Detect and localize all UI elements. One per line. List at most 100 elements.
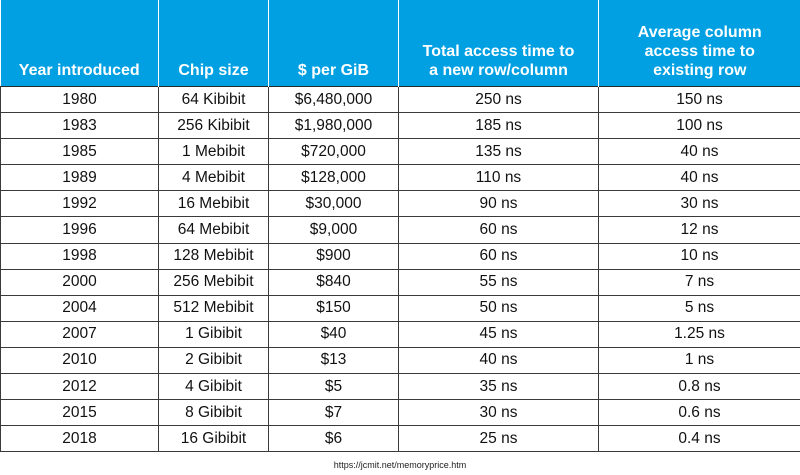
header-total-access-time: Total access time to a new row/column bbox=[398, 0, 599, 87]
header-line: Average column bbox=[637, 24, 762, 41]
table-row: 1992 16 Mebibit $30,000 90 ns 30 ns bbox=[0, 190, 800, 218]
cell-year: 1998 bbox=[0, 243, 159, 270]
cell-chip-size: 64 Kibibit bbox=[158, 85, 269, 114]
table-row: 1985 1 Mebibit $720,000 135 ns 40 ns bbox=[0, 138, 800, 166]
cell-chip-size: 2 Gibibit bbox=[158, 347, 269, 375]
header-price-per-gib: $ per GiB bbox=[268, 0, 399, 87]
cell-column-access-time: 5 ns bbox=[598, 295, 800, 322]
table-row: 2012 4 Gibibit $5 35 ns 0.8 ns bbox=[0, 373, 800, 401]
table-row: 1989 4 Mebibit $128,000 110 ns 40 ns bbox=[0, 164, 800, 192]
cell-total-access-time: 250 ns bbox=[398, 85, 599, 114]
source-url: https://jcmit.net/memoryprice.htm bbox=[333, 460, 467, 470]
header-line: $ per GiB bbox=[297, 62, 370, 79]
cell-total-access-time: 60 ns bbox=[398, 216, 599, 244]
cell-total-access-time: 110 ns bbox=[398, 164, 599, 192]
table-row: 1996 64 Mebibit $9,000 60 ns 12 ns bbox=[0, 216, 800, 244]
cell-year: 2018 bbox=[0, 425, 159, 453]
dram-table-container: Year introduced Chip size $ per GiB Tota… bbox=[0, 0, 800, 453]
cell-price: $30,000 bbox=[268, 190, 399, 218]
table-row: 2004 512 Mebibit $150 50 ns 5 ns bbox=[0, 295, 800, 322]
cell-column-access-time: 10 ns bbox=[598, 243, 800, 270]
cell-chip-size: 512 Mebibit bbox=[158, 295, 269, 322]
cell-price: $13 bbox=[268, 347, 399, 375]
cell-chip-size: 64 Mebibit bbox=[158, 216, 269, 244]
cell-price: $5 bbox=[268, 373, 399, 401]
cell-chip-size: 256 Mebibit bbox=[158, 269, 269, 296]
header-year-introduced: Year introduced bbox=[0, 0, 159, 87]
cell-year: 1985 bbox=[0, 138, 159, 166]
cell-column-access-time: 40 ns bbox=[598, 138, 800, 166]
cell-total-access-time: 135 ns bbox=[398, 138, 599, 166]
cell-chip-size: 16 Gibibit bbox=[158, 425, 269, 453]
cell-column-access-time: 0.8 ns bbox=[598, 373, 800, 401]
cell-total-access-time: 35 ns bbox=[398, 373, 599, 401]
cell-chip-size: 16 Mebibit bbox=[158, 190, 269, 218]
cell-year: 2012 bbox=[0, 373, 159, 401]
header-line: Total access time to bbox=[422, 43, 575, 60]
header-chip-size: Chip size bbox=[158, 0, 269, 87]
cell-year: 2007 bbox=[0, 321, 159, 348]
cell-year: 1980 bbox=[0, 85, 159, 114]
cell-price: $1,980,000 bbox=[268, 112, 399, 140]
header-line: access time to bbox=[644, 43, 755, 60]
cell-chip-size: 1 Mebibit bbox=[158, 138, 269, 166]
cell-chip-size: 128 Mebibit bbox=[158, 243, 269, 270]
table-row: 1998 128 Mebibit $900 60 ns 10 ns bbox=[0, 243, 800, 270]
cell-price: $900 bbox=[268, 243, 399, 270]
header-line: a new row/column bbox=[429, 62, 568, 79]
table-row: 1983 256 Kibibit $1,980,000 185 ns 100 ns bbox=[0, 112, 800, 140]
cell-column-access-time: 0.4 ns bbox=[598, 425, 800, 453]
cell-price: $840 bbox=[268, 269, 399, 296]
cell-column-access-time: 40 ns bbox=[598, 164, 800, 192]
cell-chip-size: 8 Gibibit bbox=[158, 399, 269, 427]
cell-chip-size: 4 Gibibit bbox=[158, 373, 269, 401]
cell-price: $40 bbox=[268, 321, 399, 348]
cell-total-access-time: 55 ns bbox=[398, 269, 599, 296]
header-row: Year introduced Chip size $ per GiB Tota… bbox=[0, 0, 800, 87]
cell-year: 1989 bbox=[0, 164, 159, 192]
cell-total-access-time: 30 ns bbox=[398, 399, 599, 427]
cell-column-access-time: 150 ns bbox=[598, 85, 800, 114]
table-row: 2007 1 Gibibit $40 45 ns 1.25 ns bbox=[0, 321, 800, 348]
cell-column-access-time: 0.6 ns bbox=[598, 399, 800, 427]
cell-year: 2015 bbox=[0, 399, 159, 427]
cell-chip-size: 256 Kibibit bbox=[158, 112, 269, 140]
cell-price: $7 bbox=[268, 399, 399, 427]
cell-total-access-time: 50 ns bbox=[398, 295, 599, 322]
cell-chip-size: 1 Gibibit bbox=[158, 321, 269, 348]
cell-year: 2010 bbox=[0, 347, 159, 375]
header-line: existing row bbox=[653, 62, 747, 79]
header-line: Year introduced bbox=[18, 62, 140, 79]
cell-price: $6 bbox=[268, 425, 399, 453]
cell-total-access-time: 60 ns bbox=[398, 243, 599, 270]
cell-price: $720,000 bbox=[268, 138, 399, 166]
table-row: 2015 8 Gibibit $7 30 ns 0.6 ns bbox=[0, 399, 800, 427]
cell-year: 1983 bbox=[0, 112, 159, 140]
table-header: Year introduced Chip size $ per GiB Tota… bbox=[0, 0, 800, 87]
cell-column-access-time: 1.25 ns bbox=[598, 321, 800, 348]
cell-column-access-time: 30 ns bbox=[598, 190, 800, 218]
cell-total-access-time: 185 ns bbox=[398, 112, 599, 140]
table-row: 2010 2 Gibibit $13 40 ns 1 ns bbox=[0, 347, 800, 375]
cell-column-access-time: 12 ns bbox=[598, 216, 800, 244]
cell-total-access-time: 40 ns bbox=[398, 347, 599, 375]
cell-total-access-time: 90 ns bbox=[398, 190, 599, 218]
cell-price: $150 bbox=[268, 295, 399, 322]
header-average-column-access-time: Average column access time to existing r… bbox=[598, 0, 800, 87]
cell-price: $6,480,000 bbox=[268, 85, 399, 114]
table-body: 1980 64 Kibibit $6,480,000 250 ns 150 ns 1983… bbox=[0, 85, 800, 453]
table-row: 2018 16 Gibibit $6 25 ns 0.4 ns bbox=[0, 425, 800, 453]
cell-price: $9,000 bbox=[268, 216, 399, 244]
table-row: 2000 256 Mebibit $840 55 ns 7 ns bbox=[0, 269, 800, 296]
cell-column-access-time: 100 ns bbox=[598, 112, 800, 140]
table-row: 1980 64 Kibibit $6,480,000 250 ns 150 ns bbox=[0, 85, 800, 114]
cell-year: 2000 bbox=[0, 269, 159, 296]
header-line: Chip size bbox=[178, 62, 249, 79]
cell-column-access-time: 1 ns bbox=[598, 347, 800, 375]
cell-price: $128,000 bbox=[268, 164, 399, 192]
cell-year: 2004 bbox=[0, 295, 159, 322]
cell-chip-size: 4 Mebibit bbox=[158, 164, 269, 192]
cell-year: 1996 bbox=[0, 216, 159, 244]
dram-history-table: Year introduced Chip size $ per GiB Tota… bbox=[0, 0, 800, 453]
cell-column-access-time: 7 ns bbox=[598, 269, 800, 296]
